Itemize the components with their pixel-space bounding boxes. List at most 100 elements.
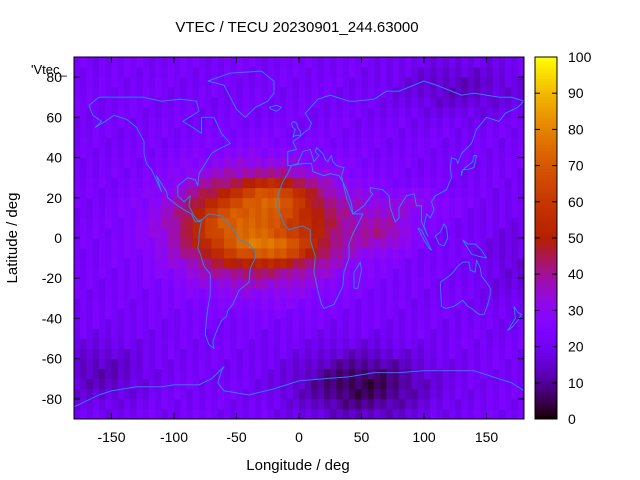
heatmap-cell bbox=[174, 117, 181, 128]
heatmap-cell bbox=[374, 207, 381, 219]
heatmap-cell bbox=[86, 258, 94, 269]
heatmap-cell bbox=[149, 308, 156, 319]
heatmap-cell bbox=[180, 97, 187, 108]
heatmap-cell bbox=[317, 408, 325, 420]
heatmap-cell bbox=[117, 137, 125, 148]
heatmap-cell bbox=[455, 328, 462, 339]
heatmap-cell bbox=[386, 127, 394, 138]
heatmap-cell bbox=[199, 97, 206, 108]
heatmap-cell bbox=[492, 348, 500, 360]
heatmap-cell bbox=[211, 107, 219, 118]
heatmap-cell bbox=[286, 288, 294, 299]
heatmap-cell bbox=[274, 137, 281, 148]
heatmap-cell bbox=[105, 358, 112, 370]
heatmap-cell bbox=[449, 207, 456, 219]
heatmap-cell bbox=[486, 298, 494, 309]
heatmap-cell bbox=[367, 298, 375, 309]
heatmap-cell bbox=[155, 238, 162, 249]
heatmap-cell bbox=[499, 328, 506, 339]
heatmap-cell bbox=[74, 107, 81, 118]
heatmap-cell bbox=[161, 368, 169, 380]
coastline-new-zealand bbox=[507, 306, 522, 331]
heatmap-cell bbox=[367, 77, 375, 88]
heatmap-cell bbox=[224, 107, 231, 118]
heatmap-cell bbox=[155, 348, 162, 360]
heatmap-cell bbox=[405, 177, 412, 189]
heatmap-cell bbox=[267, 117, 275, 128]
colorbar-segment bbox=[535, 370, 557, 375]
heatmap-cell bbox=[342, 137, 350, 148]
heatmap-cell bbox=[199, 238, 206, 249]
heatmap-cell bbox=[261, 77, 269, 88]
heatmap-cell bbox=[280, 358, 287, 370]
heatmap-cell bbox=[99, 408, 106, 420]
heatmap-cell bbox=[249, 288, 256, 299]
heatmap-cell bbox=[499, 167, 506, 179]
x-tick-label: 150 bbox=[475, 429, 499, 445]
heatmap-cell bbox=[242, 328, 250, 339]
heatmap-cell bbox=[211, 87, 219, 98]
heatmap-cell bbox=[217, 177, 225, 189]
heatmap-cell bbox=[292, 227, 300, 239]
heatmap-cell bbox=[161, 278, 169, 289]
heatmap-cell bbox=[405, 167, 412, 179]
heatmap-cell bbox=[92, 338, 100, 350]
heatmap-cell bbox=[136, 358, 144, 370]
heatmap-cell bbox=[330, 358, 337, 370]
heatmap-cell bbox=[405, 67, 412, 78]
heatmap-cell bbox=[492, 197, 500, 209]
heatmap-cell bbox=[411, 258, 419, 269]
heatmap-cell bbox=[505, 278, 512, 289]
heatmap-cell bbox=[417, 258, 425, 269]
heatmap-cell bbox=[111, 137, 119, 148]
heatmap-cell bbox=[405, 368, 412, 380]
heatmap-cell bbox=[274, 207, 281, 219]
heatmap-cell bbox=[124, 378, 131, 390]
heatmap-cell bbox=[336, 187, 344, 199]
heatmap-cell bbox=[224, 258, 231, 269]
heatmap-cell bbox=[467, 378, 475, 390]
heatmap-cell bbox=[236, 97, 244, 108]
heatmap-cell bbox=[124, 258, 131, 269]
heatmap-cell bbox=[311, 328, 319, 339]
heatmap-cell bbox=[355, 197, 362, 209]
heatmap-cell bbox=[449, 197, 456, 209]
heatmap-cell bbox=[205, 207, 212, 219]
heatmap-cell bbox=[411, 408, 419, 420]
heatmap-cell bbox=[467, 117, 475, 128]
heatmap-cell bbox=[355, 147, 362, 158]
colorbar-segment bbox=[535, 234, 557, 239]
heatmap-cell bbox=[299, 288, 306, 299]
heatmap-cell bbox=[311, 358, 319, 370]
heatmap-cell bbox=[411, 358, 419, 370]
heatmap-cell bbox=[261, 57, 269, 68]
heatmap-cell bbox=[92, 177, 100, 189]
colorbar-segment bbox=[535, 388, 557, 393]
heatmap-cell bbox=[324, 328, 331, 339]
heatmap-cell bbox=[361, 217, 369, 229]
heatmap-cell bbox=[80, 177, 87, 189]
heatmap-cell bbox=[249, 137, 256, 148]
heatmap-cell bbox=[461, 278, 469, 289]
heatmap-cell bbox=[274, 368, 281, 380]
heatmap-cell bbox=[505, 388, 512, 400]
heatmap-cell bbox=[192, 398, 200, 410]
heatmap-cell bbox=[205, 358, 212, 370]
heatmap-cell bbox=[505, 338, 512, 350]
coastline-madagascar bbox=[353, 261, 362, 289]
heatmap-cell bbox=[149, 147, 156, 158]
heatmap-cell bbox=[161, 127, 169, 138]
heatmap-cell bbox=[324, 268, 331, 279]
heatmap-cell bbox=[461, 107, 469, 118]
heatmap-cell bbox=[317, 187, 325, 199]
heatmap-cell bbox=[149, 368, 156, 380]
heatmap-cell bbox=[480, 358, 487, 370]
heatmap-cell bbox=[474, 217, 481, 229]
heatmap-cell bbox=[474, 197, 481, 209]
heatmap-cell bbox=[86, 197, 94, 209]
heatmap-cell bbox=[392, 358, 400, 370]
heatmap-cell bbox=[355, 378, 362, 390]
heatmap-cell bbox=[317, 248, 325, 259]
heatmap-cell bbox=[442, 258, 450, 269]
